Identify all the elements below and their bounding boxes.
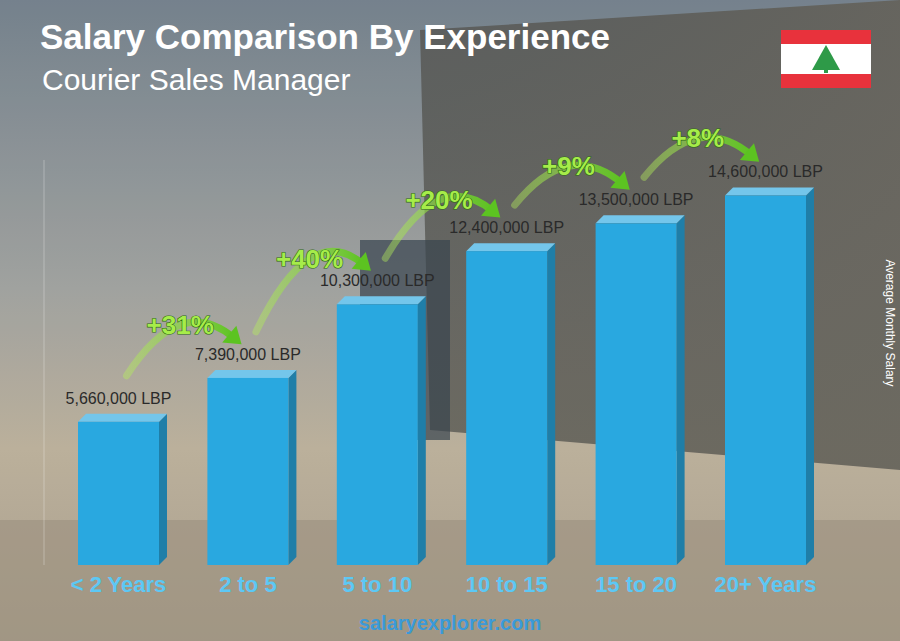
bar-top: [466, 243, 555, 251]
y-range-line: [44, 160, 45, 565]
chart-root: Salary Comparison By Experience Courier S…: [0, 0, 900, 641]
title: Salary Comparison By Experience: [40, 17, 610, 56]
data-label: 10,300,000 LBP: [320, 272, 435, 289]
sky: [0, 0, 900, 641]
flag-red-top: [781, 30, 871, 44]
bar-side: [806, 187, 814, 565]
bar-side: [288, 370, 296, 565]
bar-top: [337, 296, 426, 304]
bar-group: [78, 414, 167, 565]
bar: [596, 223, 677, 565]
bar: [466, 251, 547, 565]
x-tick-label: 15 to 20: [595, 572, 677, 597]
chart: Salary Comparison By Experience Courier S…: [0, 0, 900, 641]
bar-side: [677, 215, 685, 565]
bars: [78, 187, 814, 565]
bar-side: [159, 414, 167, 565]
source: salaryexplorer.com: [359, 612, 541, 634]
data-label: 14,600,000 LBP: [708, 163, 823, 180]
annotation: +8%: [671, 123, 724, 153]
annotation: +40%: [276, 244, 343, 274]
x-tick-label: 20+ Years: [715, 572, 817, 597]
bar: [725, 195, 806, 565]
x-tick-label: < 2 Years: [71, 572, 167, 597]
flag-cedar: [812, 45, 840, 70]
bar-group: [337, 296, 426, 565]
flag-white: [781, 30, 871, 88]
flag: [781, 30, 871, 88]
x-tick-label: 10 to 15: [466, 572, 548, 597]
data-label: 7,390,000 LBP: [195, 346, 301, 363]
bar-top: [725, 187, 814, 195]
bar: [78, 422, 159, 565]
data-label: 12,400,000 LBP: [449, 219, 564, 236]
annotation: +9%: [542, 151, 595, 181]
shade: [0, 0, 900, 641]
x-tick-label: 5 to 10: [342, 572, 412, 597]
annotation: +20%: [405, 185, 472, 215]
y-axis-label: Average Monthly Salary: [883, 259, 897, 386]
bar-group: [725, 187, 814, 565]
data-label: 5,660,000 LBP: [66, 390, 172, 407]
arrow-head: [352, 252, 371, 271]
bar-top: [596, 215, 685, 223]
flag-cedar-trunk: [824, 68, 828, 73]
bar-group: [466, 243, 555, 565]
bar-side: [418, 296, 426, 565]
annotation: +31%: [147, 310, 214, 340]
bar-side: [547, 243, 555, 565]
bar-group: [207, 370, 296, 565]
flag-red-bottom: [781, 74, 871, 88]
arrow-head: [222, 326, 241, 345]
bar-top: [207, 370, 296, 378]
bar-group: [596, 215, 685, 565]
bar-top: [78, 414, 167, 422]
arrow-head: [481, 199, 500, 218]
x-tick-label: 2 to 5: [219, 572, 276, 597]
arrow-head: [740, 143, 759, 162]
bar: [207, 378, 288, 565]
bar: [337, 304, 418, 565]
subtitle: Courier Sales Manager: [42, 63, 350, 96]
data-label: 13,500,000 LBP: [579, 191, 694, 208]
arrow-head: [610, 171, 629, 190]
